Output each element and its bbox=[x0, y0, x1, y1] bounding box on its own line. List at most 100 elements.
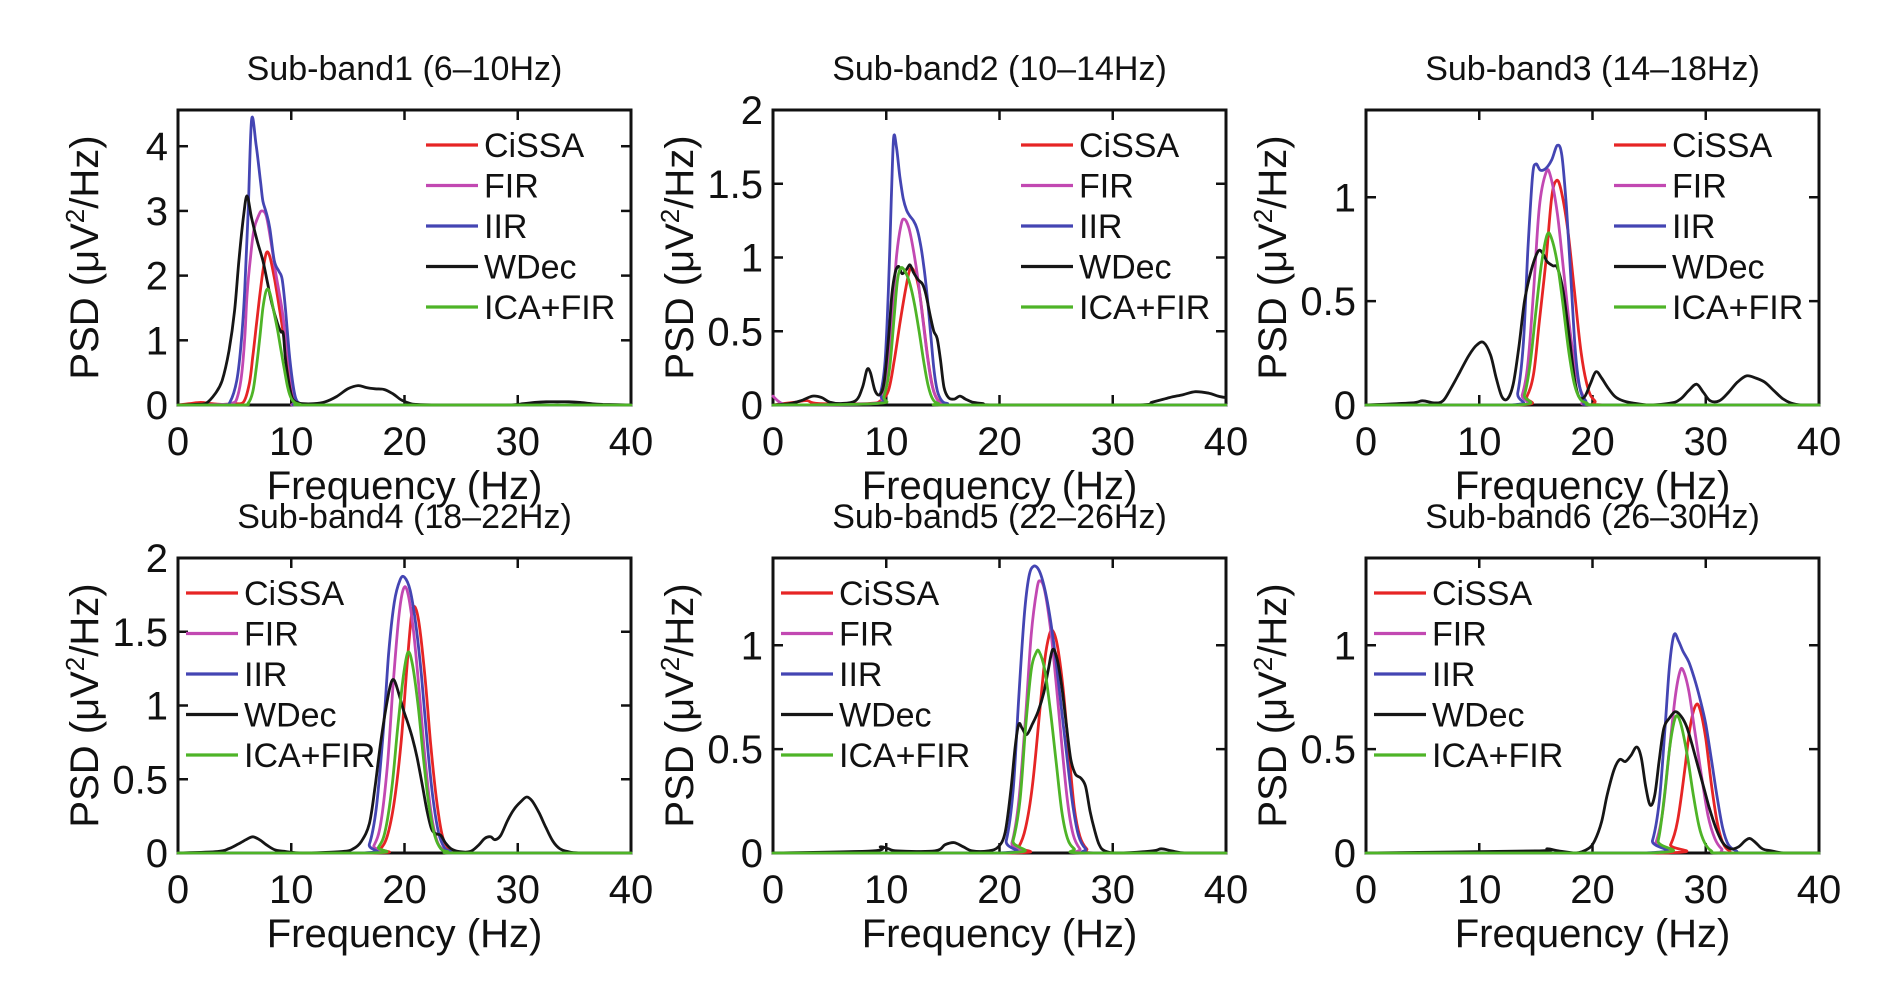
legend-label-iir: IIR bbox=[484, 208, 527, 246]
x-tick-label: 20 bbox=[977, 420, 1022, 464]
x-tick-label: 30 bbox=[1684, 420, 1729, 464]
x-axis-label: Frequency (Hz) bbox=[1455, 464, 1731, 508]
x-tick-label: 20 bbox=[382, 868, 427, 912]
y-axis-label: PSD (μV2/Hz) bbox=[655, 583, 702, 827]
x-tick-label: 40 bbox=[1204, 420, 1249, 464]
x-axis-label: Frequency (Hz) bbox=[862, 464, 1138, 508]
panel-subband2: Sub-band2 (10–14Hz) 0 10 20 30 40 0 0.5 1 1.5 2 C… bbox=[655, 50, 1248, 508]
curve-wdec bbox=[1364, 710, 1821, 855]
x-tick-label: 40 bbox=[1797, 868, 1842, 912]
x-tick-label: 0 bbox=[1355, 868, 1377, 912]
legend-label-iir: IIR bbox=[244, 656, 287, 694]
legend-label-cissa: CiSSA bbox=[1432, 575, 1532, 613]
legend-label-cissa: CiSSA bbox=[839, 575, 939, 613]
tick-labels: 0 10 20 30 40 0 0.5 1 bbox=[1300, 624, 1841, 912]
panel-title: Sub-band6 (26–30Hz) bbox=[1425, 498, 1760, 536]
legend-label-fir: FIR bbox=[1672, 168, 1727, 206]
legend-label-wdec: WDec bbox=[484, 249, 577, 287]
legend-label-fir: FIR bbox=[1432, 616, 1487, 654]
y-axis-label: PSD (μV2/Hz) bbox=[60, 135, 107, 379]
y-tick-label: 1.5 bbox=[112, 611, 168, 655]
curve-wdec bbox=[176, 678, 633, 855]
y-tick-label: 0 bbox=[146, 832, 168, 876]
x-tick-label: 0 bbox=[762, 420, 784, 464]
tick-labels: 0 10 20 30 40 0 0.5 1 bbox=[707, 624, 1248, 912]
x-tick-label: 0 bbox=[167, 420, 189, 464]
x-tick-label: 40 bbox=[609, 868, 654, 912]
panel-subband5: Sub-band5 (22–26Hz) 0 10 20 30 40 0 0.5 1 CiSSA… bbox=[655, 498, 1248, 956]
curves bbox=[176, 115, 633, 407]
curve-ica-fir bbox=[1364, 231, 1821, 407]
y-tick-label: 1 bbox=[741, 237, 763, 281]
x-tick-label: 30 bbox=[1091, 868, 1136, 912]
curves bbox=[771, 133, 1228, 407]
legend-label-wdec: WDec bbox=[244, 697, 337, 735]
y-tick-label: 3 bbox=[146, 190, 168, 234]
x-tick-label: 30 bbox=[496, 868, 541, 912]
panel-title: Sub-band2 (10–14Hz) bbox=[832, 50, 1167, 88]
y-tick-label: 0.5 bbox=[112, 758, 168, 802]
curve-ica-fir bbox=[176, 650, 633, 855]
x-tick-label: 10 bbox=[864, 420, 909, 464]
x-tick-label: 30 bbox=[496, 420, 541, 464]
legend-label-cissa: CiSSA bbox=[244, 575, 344, 613]
legend-label-iir: IIR bbox=[1672, 208, 1715, 246]
panel-subband6: Sub-band6 (26–30Hz) 0 10 20 30 40 0 0.5 1 CiSSA… bbox=[1248, 498, 1841, 956]
x-tick-label: 20 bbox=[1570, 420, 1615, 464]
y-tick-label: 0.5 bbox=[1300, 728, 1356, 772]
y-axis-label: PSD (μV2/Hz) bbox=[1248, 583, 1295, 827]
legend-label-cissa: CiSSA bbox=[1672, 127, 1772, 165]
y-tick-label: 0 bbox=[1334, 384, 1356, 428]
legend-label-iir: IIR bbox=[839, 656, 882, 694]
x-axis-label: Frequency (Hz) bbox=[267, 912, 543, 956]
x-tick-label: 10 bbox=[269, 868, 314, 912]
y-tick-label: 1 bbox=[146, 319, 168, 363]
y-tick-label: 1 bbox=[741, 624, 763, 668]
x-tick-label: 10 bbox=[1457, 420, 1502, 464]
x-tick-label: 20 bbox=[977, 868, 1022, 912]
y-tick-label: 1 bbox=[1334, 176, 1356, 220]
y-tick-label: 2 bbox=[146, 255, 168, 299]
legend-label-wdec: WDec bbox=[1432, 697, 1525, 735]
curves bbox=[176, 574, 633, 855]
y-axis-label: PSD (μV2/Hz) bbox=[655, 135, 702, 379]
x-tick-label: 40 bbox=[609, 420, 654, 464]
legend-label-fir: FIR bbox=[244, 616, 299, 654]
panel-subband4: Sub-band4 (18–22Hz) 0 10 20 30 40 0 0.5 1 1.5 2 C… bbox=[60, 498, 653, 956]
curves bbox=[1364, 632, 1821, 855]
legend-label-ica-fir: ICA+FIR bbox=[244, 737, 375, 775]
x-tick-label: 20 bbox=[1570, 868, 1615, 912]
panel-title: Sub-band5 (22–26Hz) bbox=[832, 498, 1167, 536]
y-tick-label: 0.5 bbox=[1300, 280, 1356, 324]
y-tick-label: 0.5 bbox=[707, 728, 763, 772]
y-axis-label: PSD (μV2/Hz) bbox=[1248, 135, 1295, 379]
y-tick-label: 2 bbox=[741, 89, 763, 133]
x-axis-label: Frequency (Hz) bbox=[862, 912, 1138, 956]
x-tick-label: 30 bbox=[1684, 868, 1729, 912]
panel-subband3: Sub-band3 (14–18Hz) 0 10 20 30 40 0 0.5 1 CiSSA… bbox=[1248, 50, 1841, 508]
x-tick-label: 0 bbox=[762, 868, 784, 912]
curve-cissa bbox=[176, 604, 633, 855]
panel-title: Sub-band4 (18–22Hz) bbox=[237, 498, 572, 536]
curves bbox=[771, 564, 1228, 855]
curve-iir bbox=[771, 133, 1228, 407]
legend-label-fir: FIR bbox=[1079, 168, 1134, 206]
y-tick-label: 2 bbox=[146, 537, 168, 581]
legend-label-ica-fir: ICA+FIR bbox=[1672, 289, 1803, 327]
y-tick-label: 0 bbox=[741, 384, 763, 428]
legend-label-ica-fir: ICA+FIR bbox=[1079, 289, 1210, 327]
y-tick-label: 0.5 bbox=[707, 310, 763, 354]
curve-fir bbox=[1364, 168, 1821, 407]
y-tick-label: 1.5 bbox=[707, 163, 763, 207]
legend-label-cissa: CiSSA bbox=[484, 127, 584, 165]
tick-labels: 0 10 20 30 40 0 0.5 1 1.5 2 bbox=[707, 89, 1248, 464]
curve-cissa bbox=[1364, 702, 1821, 855]
